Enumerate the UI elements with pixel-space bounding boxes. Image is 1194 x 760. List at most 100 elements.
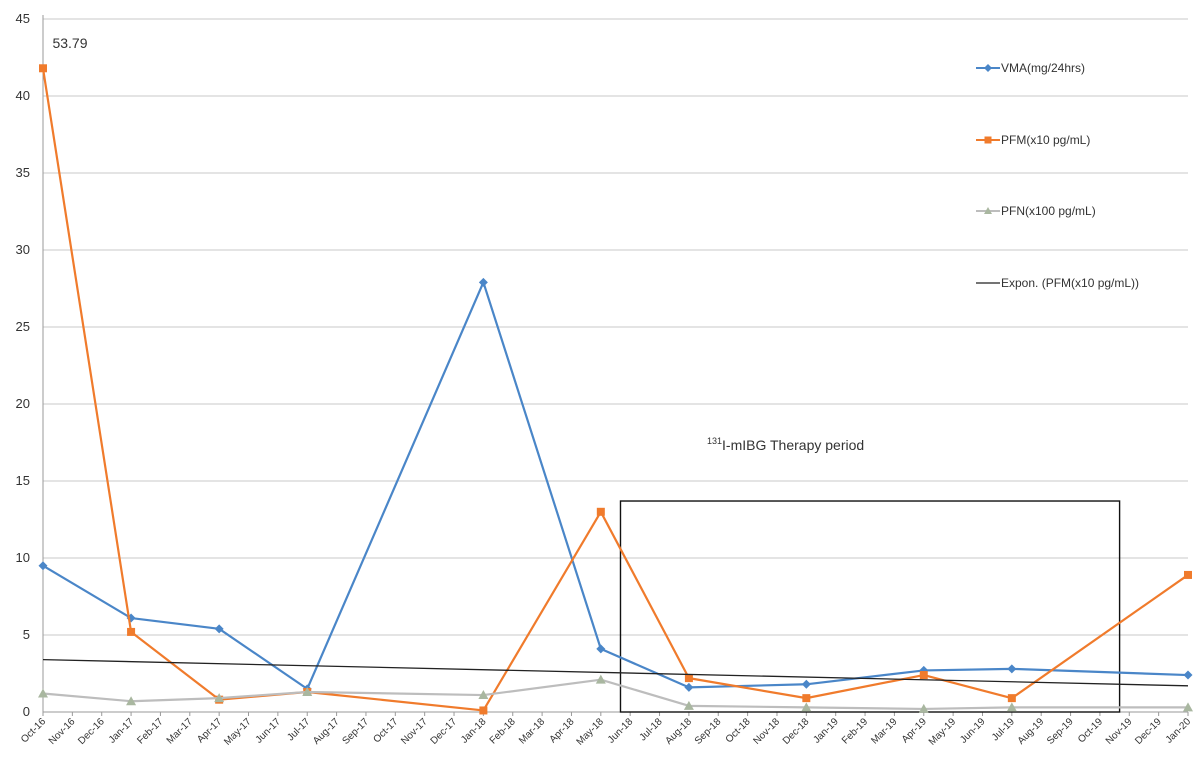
data-point [478, 690, 489, 700]
data-point [126, 696, 137, 706]
x-tick-label: Oct-19 [1076, 716, 1105, 745]
data-point [1183, 702, 1193, 712]
series-line [42, 281, 1189, 691]
data-point [38, 688, 48, 698]
annotations: 53.79 131I-mIBG Therapy period [52, 35, 864, 453]
therapy-label-text: I-mIBG Therapy period [722, 437, 864, 453]
y-tick-label: 45 [16, 11, 30, 26]
data-point [802, 694, 811, 703]
x-tick-label: Apr-17 [195, 716, 224, 745]
data-point [127, 627, 136, 636]
x-tick-label: Oct-18 [724, 716, 753, 745]
x-tick-label: Nov-17 [399, 716, 430, 747]
x-tick-label: Feb-18 [488, 716, 518, 746]
x-tick-label: Sep-19 [1045, 716, 1076, 747]
x-tick-label: Oct-16 [19, 716, 48, 745]
x-tick-label: Nov-18 [752, 716, 783, 747]
legend-item: PFN(x100 pg/mL) [976, 204, 1096, 218]
series [38, 64, 1193, 715]
x-tick-label: May-19 [927, 716, 959, 748]
legend-label: VMA(mg/24hrs) [1001, 61, 1085, 75]
x-tick-label: Dec-17 [429, 716, 460, 747]
y-tick-label: 0 [23, 704, 30, 719]
series-vma-mg-24hrs [38, 277, 1193, 694]
x-tick-label: Mar-18 [517, 716, 547, 746]
data-point [39, 64, 47, 73]
data-point [478, 277, 488, 287]
data-point [1007, 664, 1017, 674]
legend-label: PFM(x10 pg/mL) [1001, 133, 1090, 147]
x-tick-label: Jan-19 [811, 716, 841, 746]
legend-item: PFM(x10 pg/mL) [976, 133, 1090, 147]
data-point [684, 682, 694, 692]
x-tick-label: Nov-16 [47, 716, 78, 747]
data-point [684, 674, 693, 683]
y-tick-label: 15 [16, 473, 30, 488]
x-tick-label: Apr-18 [548, 716, 577, 745]
data-point [38, 561, 48, 571]
legend-marker [984, 64, 992, 72]
legend-label: Expon. (PFM(x10 pg/mL)) [1001, 276, 1139, 290]
x-tick-label: Mar-19 [869, 716, 899, 746]
legend-label: PFN(x100 pg/mL) [1001, 204, 1096, 218]
x-tick-label: Mar-17 [165, 716, 195, 746]
series-pfm-x10-pg-ml [39, 64, 1192, 715]
x-tick-label: Feb-17 [135, 716, 165, 746]
y-tick-label: 30 [16, 242, 30, 257]
x-tick-label: Jun-19 [958, 716, 988, 746]
data-point [595, 674, 606, 684]
therapy-period-rectangle [619, 500, 1121, 713]
x-tick-label: Jul-17 [285, 716, 312, 743]
legend: VMA(mg/24hrs) PFM(x10 pg/mL) PFN(x100 pg/m… [976, 61, 1139, 290]
x-tick-label: May-17 [222, 716, 254, 748]
x-tick-label: Jan-20 [1164, 716, 1194, 746]
data-point [683, 700, 694, 710]
data-point [479, 706, 488, 715]
therapy-period-label: 131I-mIBG Therapy period [707, 436, 864, 453]
data-point [596, 644, 606, 654]
x-tick-label: Jul-18 [638, 716, 665, 743]
x-tick-label: Nov-19 [1104, 716, 1135, 747]
data-point [302, 686, 313, 696]
x-tick-label: Oct-17 [371, 716, 400, 745]
x-tick-label: Jan-17 [107, 716, 137, 746]
data-point [1007, 694, 1016, 703]
y-tick-label: 40 [16, 88, 30, 103]
data-point [918, 703, 929, 713]
series-line [42, 658, 1189, 687]
series-pfn-x100-pg-ml [38, 674, 1193, 713]
x-tick-label: Dec-19 [1133, 716, 1164, 747]
series-line [41, 68, 1189, 712]
x-tick-label: Dec-18 [781, 716, 812, 747]
gridlines [43, 18, 1188, 636]
legend-item: Expon. (PFM(x10 pg/mL)) [976, 276, 1139, 290]
y-tick-label: 10 [16, 550, 30, 565]
legend-marker [984, 207, 992, 214]
y-tick-label: 5 [23, 627, 30, 642]
x-tick-label: Jun-17 [254, 716, 284, 746]
data-point [214, 624, 224, 634]
x-tick-label: Aug-17 [311, 716, 342, 747]
legend-item: VMA(mg/24hrs) [976, 61, 1085, 75]
x-tick-label: Sep-17 [340, 716, 371, 747]
data-point [1184, 570, 1192, 579]
x-tick-label: Dec-16 [76, 716, 107, 747]
x-tick-label: Jul-19 [990, 716, 1017, 743]
data-point [1006, 702, 1017, 712]
data-point [214, 693, 225, 703]
y-tick-label: 20 [16, 396, 30, 411]
x-tick-label: Jan-18 [459, 716, 489, 746]
data-point [801, 679, 811, 689]
x-tick-label: Feb-19 [840, 716, 870, 746]
x-tick-label: Aug-19 [1016, 716, 1047, 747]
data-point [596, 507, 605, 516]
x-tick-label: Aug-18 [663, 716, 694, 747]
y-tick-label: 25 [16, 319, 30, 334]
axes [42, 15, 1189, 716]
y-axis-ticks: 0 5 10 15 20 25 30 35 40 45 [16, 11, 30, 719]
x-tick-label: Apr-19 [900, 716, 929, 745]
x-tick-label: Sep-18 [693, 716, 724, 747]
